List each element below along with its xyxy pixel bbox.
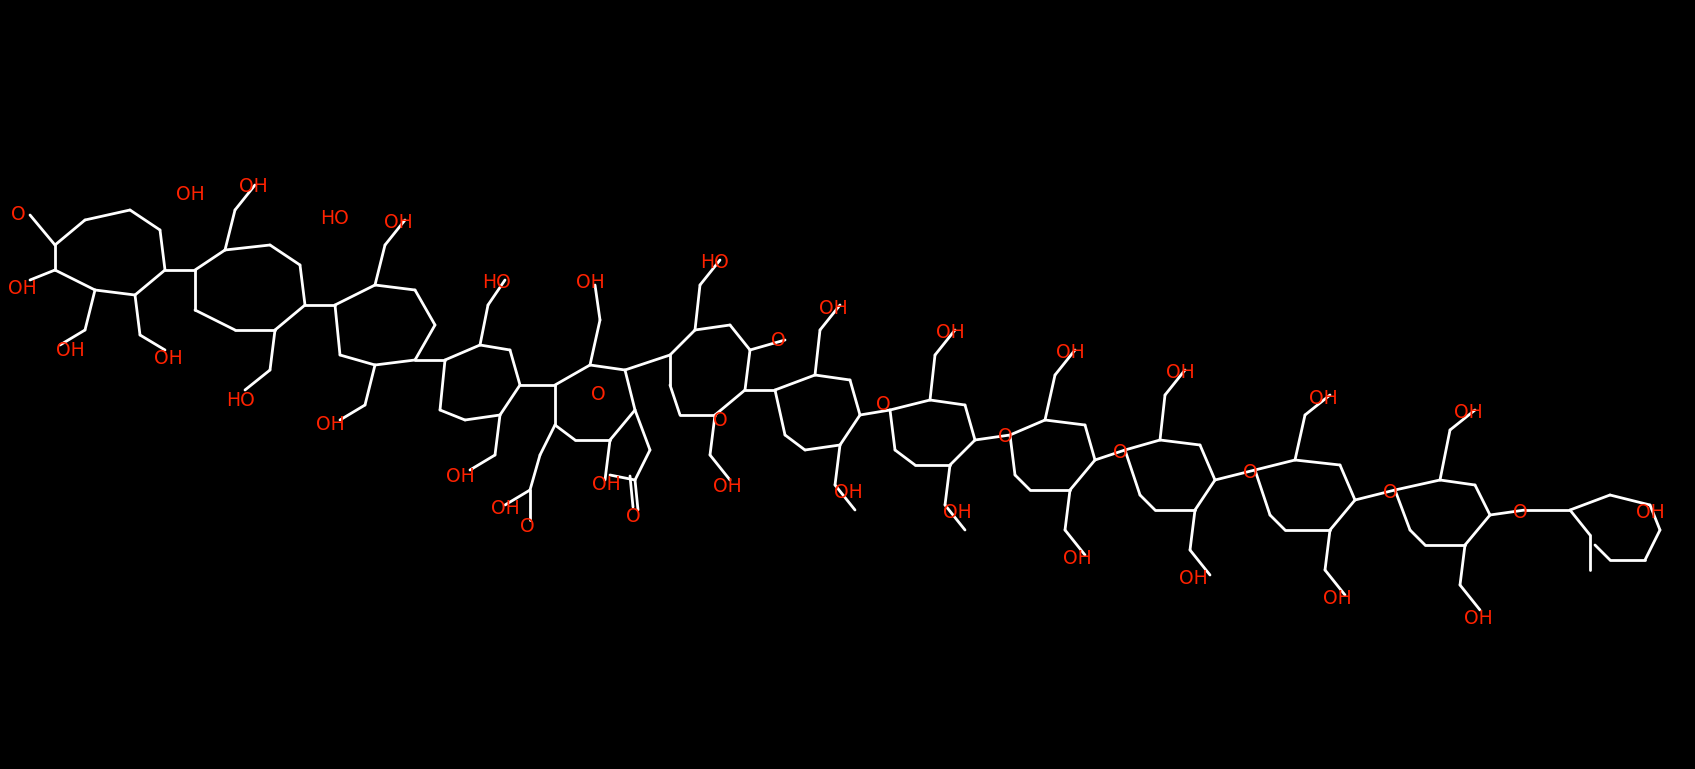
Text: OH: OH	[315, 415, 344, 434]
Text: OH: OH	[712, 478, 741, 497]
Text: OH: OH	[1063, 548, 1092, 568]
Text: OH: OH	[154, 348, 183, 368]
Text: O: O	[1242, 464, 1258, 482]
Text: OH: OH	[819, 298, 848, 318]
Text: OH: OH	[1166, 364, 1195, 382]
Text: O: O	[876, 395, 890, 414]
Text: O: O	[712, 411, 727, 430]
Text: O: O	[625, 508, 641, 527]
Text: OH: OH	[490, 498, 519, 518]
Text: HO: HO	[483, 274, 512, 292]
Text: OH: OH	[1322, 588, 1351, 608]
Text: O: O	[771, 331, 785, 349]
Text: OH: OH	[1056, 344, 1085, 362]
Text: OH: OH	[56, 341, 85, 359]
Text: OH: OH	[239, 177, 268, 195]
Text: OH: OH	[1454, 404, 1483, 422]
Text: OH: OH	[176, 185, 205, 205]
Text: OH: OH	[592, 474, 620, 494]
Text: OH: OH	[1463, 608, 1492, 628]
Text: O: O	[1383, 484, 1397, 502]
Text: OH: OH	[1178, 568, 1207, 588]
Text: OH: OH	[7, 278, 36, 298]
Text: HO: HO	[700, 254, 729, 272]
Text: OH: OH	[383, 212, 412, 231]
Text: OH: OH	[942, 504, 971, 522]
Text: HO: HO	[320, 208, 349, 228]
Text: OH: OH	[936, 324, 964, 342]
Text: O: O	[520, 518, 534, 537]
Text: OH: OH	[1636, 504, 1664, 522]
Text: OH: OH	[834, 482, 863, 501]
Text: O: O	[590, 385, 605, 404]
Text: HO: HO	[225, 391, 254, 410]
Text: O: O	[1512, 504, 1527, 522]
Text: O: O	[1112, 444, 1127, 462]
Text: OH: OH	[576, 274, 605, 292]
Text: OH: OH	[1309, 388, 1337, 408]
Text: OH: OH	[446, 467, 475, 485]
Text: O: O	[10, 205, 25, 225]
Text: O: O	[998, 428, 1012, 447]
